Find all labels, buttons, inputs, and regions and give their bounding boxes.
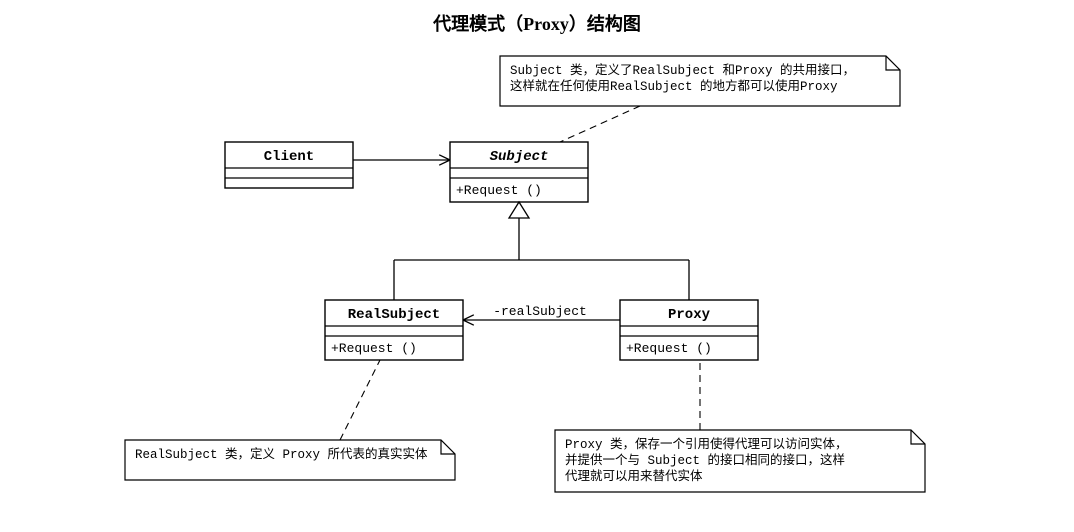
class-method-proxy-0: +Request () (626, 341, 712, 356)
class-name-proxy: Proxy (668, 307, 711, 323)
note-subject_note: Subject 类，定义了RealSubject 和Proxy 的共用接口，这样… (500, 56, 900, 142)
class-name-realsubject: RealSubject (348, 307, 440, 323)
note-line-subject_note-1: 这样就在任何使用RealSubject 的地方都可以使用Proxy (510, 78, 838, 94)
note-line-proxy_note-2: 代理就可以用来替代实体 (565, 468, 703, 484)
note-line-proxy_note-1: 并提供一个与 Subject 的接口相同的接口，这样 (565, 452, 845, 468)
note-proxy_note: Proxy 类，保存一个引用使得代理可以访问实体，并提供一个与 Subject … (555, 360, 925, 492)
class-subject: Subject +Request () (450, 142, 588, 202)
class-proxy: Proxy +Request () (620, 300, 758, 360)
class-name-subject: Subject (490, 149, 549, 165)
class-realsubject: RealSubject +Request () (325, 300, 463, 360)
proxy-pattern-diagram: 代理模式（Proxy）结构图ClientSubject+Request ()Re… (0, 0, 1074, 532)
note-line-realsubject_note-0: RealSubject 类，定义 Proxy 所代表的真实实体 (135, 446, 428, 462)
note-line-subject_note-0: Subject 类，定义了RealSubject 和Proxy 的共用接口， (510, 62, 855, 78)
edge-label-realsubject: -realSubject (493, 304, 587, 319)
note-realsubject_note: RealSubject 类，定义 Proxy 所代表的真实实体 (125, 360, 455, 480)
edge-generalization (394, 202, 689, 300)
class-name-client: Client (264, 149, 314, 165)
class-client: Client (225, 142, 353, 188)
edge-client-to-subject (353, 155, 450, 165)
note-anchor-subject_note (560, 106, 640, 142)
note-anchor-realsubject_note (340, 360, 380, 440)
diagram-title: 代理模式（Proxy）结构图 (432, 13, 641, 34)
class-method-subject-0: +Request () (456, 183, 542, 198)
note-line-proxy_note-0: Proxy 类，保存一个引用使得代理可以访问实体， (565, 436, 848, 452)
class-method-realsubject-0: +Request () (331, 341, 417, 356)
